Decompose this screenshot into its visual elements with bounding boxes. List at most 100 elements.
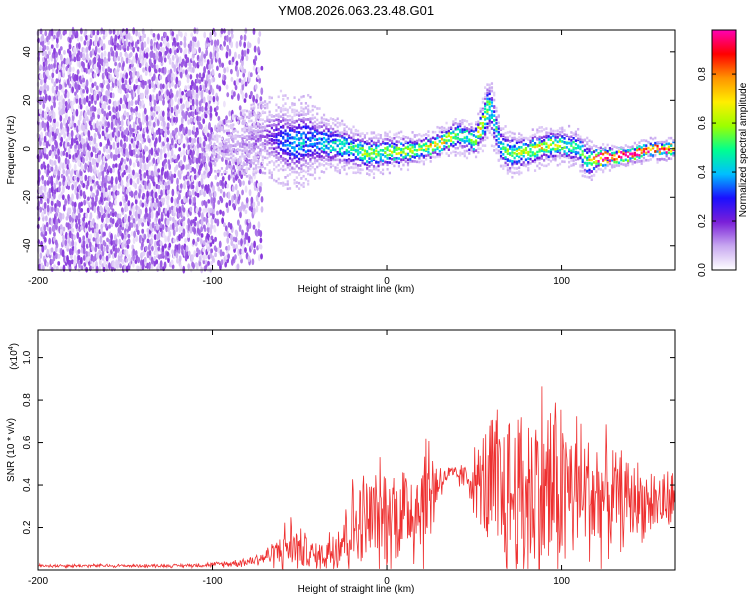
spectrogram-cell [456,137,460,140]
spectrogram-cell [79,27,83,35]
spectrogram-cell [322,144,326,148]
spectrogram-cell [470,122,473,126]
spectrogram-cell [70,254,73,259]
spectrogram-cell [155,259,159,265]
spectrogram-cell [248,141,251,144]
spectrogram-cell [440,148,444,152]
spectrogram-cell [223,145,226,148]
spectrogram-cell [263,139,267,142]
spectrogram-cell [270,146,273,150]
spectrogram-cell [445,135,448,139]
spectrogram-cell [41,39,45,48]
spectrogram-cell [102,35,106,40]
spectrogram-cell [143,233,147,240]
spectrogram-cell [495,122,498,125]
spectrogram-cell [386,161,389,164]
spectrogram-cell [336,158,339,162]
spectrogram-cell [372,167,376,171]
spectrogram-cell [245,135,249,138]
spectrogram-cell [368,161,371,164]
spectrogram-cell [313,138,317,141]
spectrogram-cell [418,138,421,142]
spectrogram-cell [155,64,159,70]
spectrogram-cell [120,179,124,187]
spectrogram-cell [48,193,52,199]
spectrogram-cell [497,130,500,134]
spectrogram-cell [141,185,145,193]
spectrogram-cell [145,94,149,100]
spectrogram-cell [82,240,86,246]
spectrogram-cell [64,100,68,107]
spectrogram-cell [488,83,491,87]
spectrogram-cell [62,68,65,74]
spectrogram-cell [477,112,480,116]
spectrogram-cell [110,202,114,208]
spectrogram-cell [302,148,305,152]
spectrogram-cell [334,148,337,152]
spectrogram-cell [46,248,50,257]
spectrogram-cell [193,227,197,235]
spectrogram-cell [366,172,369,176]
spectrogram-cell [79,256,83,265]
spectrogram-cell [58,181,62,187]
spectrogram-cell [97,154,101,159]
spectrogram-cell [293,170,296,174]
spectrogram-cell [141,59,145,66]
spectrogram-cell [177,243,181,251]
spectrogram-cell [133,84,136,92]
spectrogram-cell [334,119,337,122]
spectrogram-cell [175,164,179,171]
spectrogram-cell [381,149,385,152]
spectrogram-cell [347,142,351,146]
spectrogram-cell [46,204,50,213]
spectrogram-cell [71,228,75,233]
spectrogram-cell [470,149,473,152]
spectrogram-cell [89,212,93,220]
spectrogram-cell [139,121,142,129]
spectrogram-cell [356,129,360,133]
spectrogram-cell [275,141,278,145]
spectrogram-cell [411,141,414,145]
spectrogram-cell [205,88,209,94]
spectrogram-cell [80,151,84,158]
spectrogram-cell [472,134,475,137]
spectrogram-cell [258,168,262,174]
spectrogram-cell [406,158,410,162]
spectrogram-cell [404,140,407,144]
spectrogram-cell [61,194,65,201]
spectrogram-cell [41,33,45,42]
spectrogram-cell [79,189,83,197]
spectrogram-cell [114,34,118,42]
spectrogram-cell [209,140,212,146]
spectrogram-cell [245,153,249,157]
spectrogram-cell [384,134,387,137]
spectrogram-cell [226,183,230,189]
spectrogram-cell [302,145,305,148]
spectrogram-cell [116,137,120,143]
spectrogram-cell [172,229,176,236]
spectrogram-cell [531,159,534,163]
spectrogram-cell [300,136,303,140]
spectrogram-cell [193,174,197,181]
spectrogram-cell [502,137,505,141]
spectrogram-cell [248,143,251,147]
spectrogram-cell [268,169,271,172]
spectrogram-cell [71,245,75,251]
spectrogram-cell [257,134,260,138]
spectrogram-cell [175,127,179,133]
spectrogram-cell [486,126,489,129]
spectrogram-cell [363,149,367,153]
spectrogram-cell [197,249,201,255]
spectrogram-cell [111,92,115,99]
spectrogram-cell [136,132,140,141]
spectrogram-cell [220,259,224,266]
spectrogram-cell [64,231,68,240]
spectrogram-cell [293,119,296,123]
spectrogram-cell [356,164,360,167]
spectrogram-cell [76,149,80,156]
spectrogram-cell [95,223,99,229]
spectrogram-cell [232,203,235,208]
spectrogram-cell [162,197,166,204]
spectrogram-cell [162,36,166,43]
